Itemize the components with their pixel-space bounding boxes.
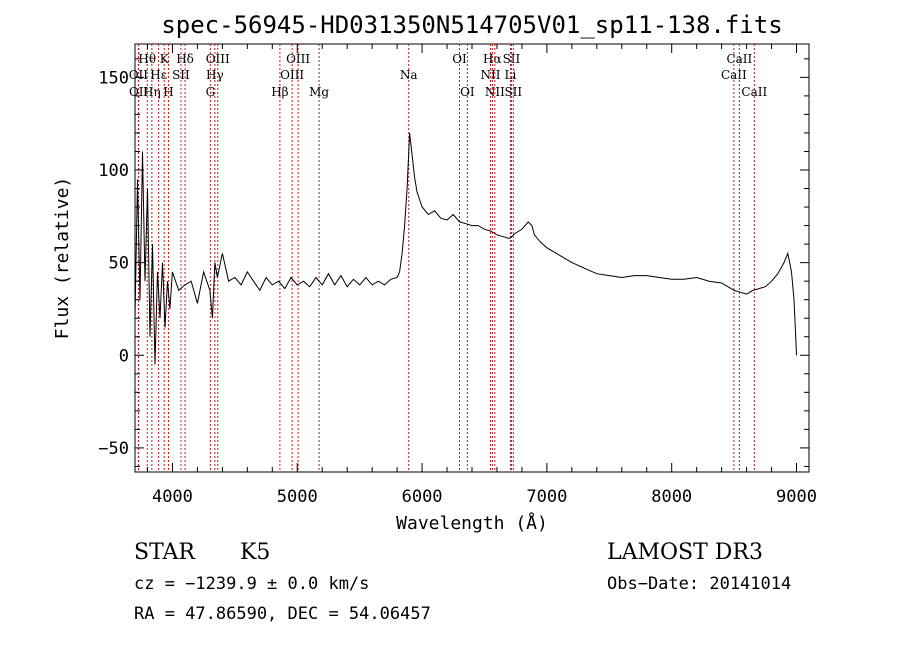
line-marker-label: OI [452, 52, 467, 66]
line-marker-label: NII [480, 68, 500, 82]
line-marker-label: CaII [726, 52, 752, 66]
line-marker-label: OII [129, 68, 149, 82]
redshift-cz: cz = −1239.9 ± 0.0 km/s [134, 574, 370, 594]
line-marker-label: Hα [483, 52, 502, 66]
line-marker-label: Na [400, 68, 418, 82]
ra-dec-coordinates: RA = 47.86590, DEC = 54.06457 [134, 604, 431, 624]
observation-date: Obs−Date: 20141014 [607, 574, 792, 594]
plot-frame [134, 43, 810, 473]
x-tick-label: 4000 [152, 487, 193, 507]
line-marker-label: OIII [206, 52, 230, 66]
y-tick-label: 0 [119, 346, 129, 366]
line-marker-label: OIII [286, 52, 310, 66]
y-tick-label: −50 [98, 439, 129, 459]
line-marker-label: CaII [741, 85, 767, 99]
line-marker-label: Mg [309, 85, 329, 99]
line-marker-label: NII [485, 85, 505, 99]
line-marker-label: SII [172, 68, 190, 82]
x-tick-label: 6000 [402, 487, 443, 507]
line-marker-label: Hδ [176, 52, 194, 66]
line-marker-label: G [206, 85, 216, 99]
y-tick-label: 50 [109, 254, 129, 274]
object-subclass: K5 [240, 540, 271, 565]
line-marker-label: OII [129, 85, 149, 99]
line-marker-label: OI [460, 85, 475, 99]
line-marker-label: Hβ [271, 85, 288, 99]
line-marker-label: Hγ [206, 68, 224, 82]
y-tick-label: 100 [98, 161, 129, 181]
survey-name: LAMOST DR3 [607, 540, 763, 565]
line-marker-label: OIII [280, 68, 304, 82]
x-tick-label: 9000 [776, 487, 817, 507]
line-marker-label: K [160, 52, 170, 66]
x-tick-label: 5000 [277, 487, 318, 507]
x-tick-label: 8000 [651, 487, 692, 507]
flux-series-line [134, 132, 797, 365]
object-class: STAR [134, 540, 195, 565]
line-marker-label: CaII [721, 68, 747, 82]
y-axis-label: Flux (relative) [52, 177, 73, 340]
line-marker-label: SII [504, 85, 522, 99]
line-marker-label: SII [503, 52, 521, 66]
line-marker-label: Li [505, 68, 517, 82]
x-axis-label: Wavelength (Å) [396, 512, 548, 534]
line-marker-label: H [163, 85, 173, 99]
x-tick-label: 7000 [526, 487, 567, 507]
chart-title: spec-56945-HD031350N514705V01_sp11-138.f… [161, 11, 782, 39]
axes: 4000 5000 6000 7000 8000 9000 −50 0 50 100 150 [98, 44, 817, 507]
line-marker-label: Hε [150, 68, 167, 82]
line-markers: HθOIIOIIHηHεKHSIIHδGHγOIIIHβOIIIOIIIMgNa… [129, 44, 767, 472]
line-marker-label: Hθ [138, 52, 156, 66]
y-tick-label: 150 [98, 68, 129, 88]
line-marker-label: Hη [143, 85, 161, 99]
